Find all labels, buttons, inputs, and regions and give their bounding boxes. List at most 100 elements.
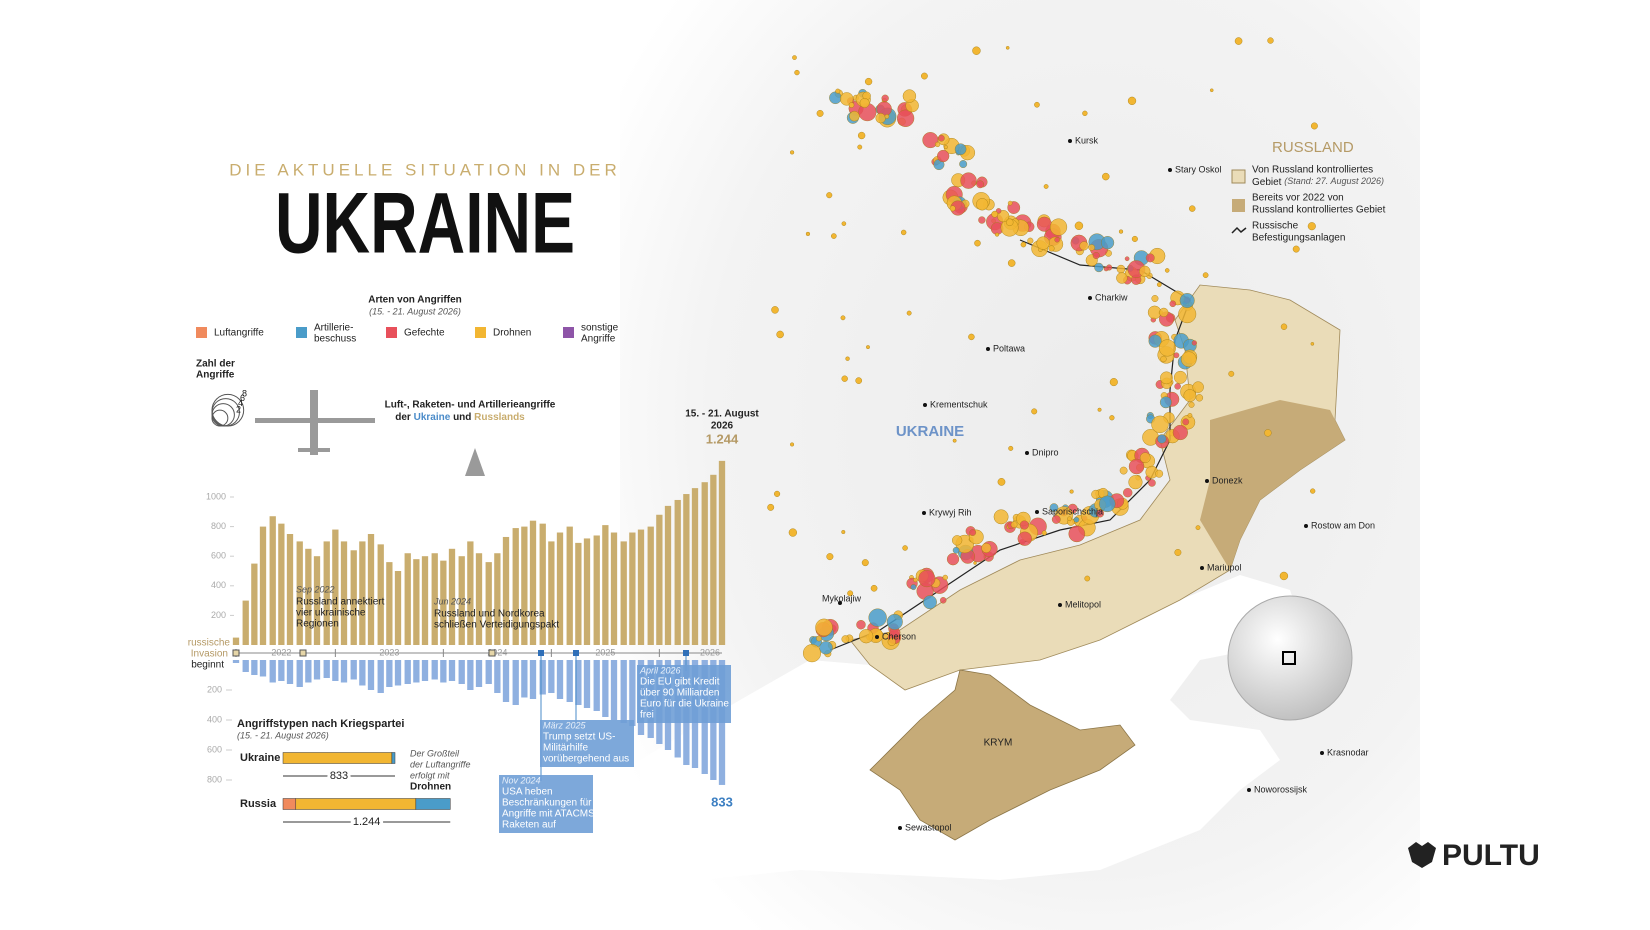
event-dot (845, 356, 850, 361)
event-dot (1017, 531, 1032, 546)
size-legend-title: Zahl der (196, 359, 235, 370)
bar (629, 532, 636, 645)
event-dot (848, 102, 855, 108)
bar (269, 660, 276, 683)
event-dot (1096, 509, 1105, 518)
category-label: Russia (240, 798, 277, 810)
size-label: 6 (240, 393, 245, 403)
legend-swatch (196, 327, 207, 338)
event-dot (1036, 236, 1050, 250)
legend-label: Russland kontrolliertes Gebiet (1252, 205, 1386, 216)
event-dot (1164, 268, 1170, 273)
bar (494, 553, 501, 645)
bar (377, 544, 384, 645)
end-label: 2026 (711, 421, 734, 432)
bar (701, 482, 708, 645)
event-dot (1148, 334, 1162, 348)
event-dot (1048, 245, 1055, 252)
event-dot (1160, 371, 1173, 385)
bar (386, 660, 393, 687)
size-label: 4 (238, 398, 243, 408)
event-dot (991, 210, 999, 218)
legend-label: Gebiet (Stand: 27. August 2026) (1252, 176, 1384, 187)
city-dot (898, 826, 902, 830)
bar (323, 541, 330, 645)
event-dot (794, 69, 800, 76)
bar (494, 660, 501, 693)
legend-label: Bereits vor 2022 von (1252, 193, 1344, 204)
legend-swatch (1231, 169, 1246, 184)
bar (350, 660, 357, 680)
bar (529, 660, 537, 699)
event-dot (1191, 340, 1197, 346)
event-dot (815, 618, 833, 637)
event-dot (1098, 495, 1116, 513)
chart-title: Angriffstypen nach Kriegspartei (237, 718, 404, 730)
event-dot (952, 438, 957, 443)
country-label: UKRAINE (896, 423, 964, 440)
bar (251, 660, 258, 675)
bar (421, 556, 429, 645)
bar (620, 541, 627, 645)
city-dot (922, 511, 926, 515)
event-dot (938, 134, 945, 142)
legend-title: Arten von Angriffen (368, 295, 462, 306)
event-dot (949, 205, 956, 212)
bar (718, 460, 726, 645)
event-dot (910, 584, 917, 591)
event-dot (859, 98, 870, 108)
event-dot (995, 232, 1000, 237)
bar (296, 660, 303, 687)
event-dot (1124, 256, 1130, 262)
city-label: Mariupol (1207, 562, 1242, 572)
event-dot (896, 109, 915, 127)
bar (269, 516, 276, 645)
invasion-label: Invasion (191, 649, 228, 660)
event-dot (960, 172, 977, 189)
event-box (499, 775, 593, 833)
event-dot (1102, 172, 1110, 181)
city-dot (1320, 751, 1324, 755)
event-dot (1097, 407, 1102, 412)
legend-label: Befestigungsanlagen (1252, 233, 1345, 244)
event-dot (792, 55, 797, 60)
event-dot (1179, 293, 1195, 309)
event-dot (1139, 452, 1151, 464)
bar (529, 520, 537, 645)
event-dot (1195, 394, 1204, 402)
bar (313, 556, 321, 645)
pre-2022-area (1200, 400, 1345, 570)
event-dot (1151, 295, 1159, 302)
annotation-text: Russland und Nordkorea (434, 609, 545, 620)
event-text: über 90 Milliarden (640, 688, 720, 699)
size-label: 8 (242, 389, 247, 399)
city-dot (923, 403, 927, 407)
bar (683, 494, 690, 645)
bar (440, 560, 447, 645)
bar (637, 529, 645, 645)
y-tick-label: 1000 (206, 491, 226, 501)
bar (448, 660, 456, 681)
event-dot (969, 529, 977, 536)
event-dot (1092, 252, 1100, 260)
city-label: Poltawa (993, 343, 1025, 353)
attack-events (767, 37, 1318, 663)
bar (431, 660, 438, 680)
event-dot (816, 109, 824, 117)
event-dot (856, 620, 866, 630)
bar (691, 488, 699, 645)
city-label: Melitopol (1065, 599, 1101, 609)
event-dot (981, 543, 992, 553)
bar (232, 637, 240, 645)
bar (286, 534, 294, 645)
bar (548, 541, 555, 645)
event-dot (1123, 488, 1133, 498)
city-label: Rostow am Don (1311, 520, 1375, 530)
bar (350, 550, 357, 645)
event-dot (1158, 339, 1176, 357)
event-dot (1073, 516, 1080, 523)
event-dot (1148, 479, 1156, 487)
city-label: Noworossijsk (1254, 784, 1308, 794)
bar (367, 534, 375, 645)
event-dot (1020, 241, 1027, 248)
